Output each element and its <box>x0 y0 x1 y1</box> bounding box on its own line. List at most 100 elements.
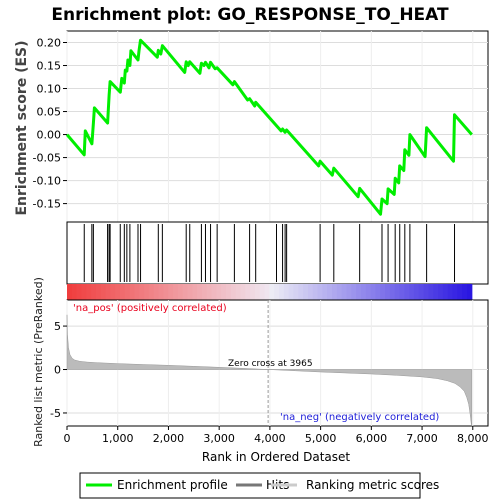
color-bar-segment <box>284 284 289 300</box>
color-bar-segment <box>337 284 342 300</box>
color-bar-segment <box>279 284 284 300</box>
color-bar-segment <box>313 284 318 300</box>
chart-title: Enrichment plot: GO_RESPONSE_TO_HEAT <box>51 5 449 25</box>
color-bar-segment <box>255 284 260 300</box>
color-bar-segment <box>106 284 111 300</box>
color-bar-segment <box>226 284 231 300</box>
color-bar-segment <box>178 284 183 300</box>
x-tick-label: 5,000 <box>305 432 337 445</box>
color-bar-segment <box>371 284 376 300</box>
color-bar-segment <box>139 284 144 300</box>
color-bar-segment <box>110 284 115 300</box>
zero-cross-label: Zero cross at 3965 <box>228 359 313 369</box>
rank-y-tick-label: 0 <box>54 364 61 377</box>
color-bar-segment <box>462 284 467 300</box>
color-bar-segment <box>414 284 419 300</box>
color-bar-segment <box>96 284 101 300</box>
es-y-tick-label: 0.00 <box>37 129 62 142</box>
x-tick-label: 8,000 <box>457 432 489 445</box>
color-bar-segment <box>91 284 96 300</box>
legend-label-enrichment: Enrichment profile <box>117 478 228 492</box>
color-bar-segment <box>81 284 86 300</box>
color-bar-segment <box>395 284 400 300</box>
pos-correlated-label: 'na_pos' (positively correlated) <box>73 303 227 314</box>
color-bar-segment <box>399 284 404 300</box>
color-bar-segment <box>332 284 337 300</box>
color-bar-segment <box>433 284 438 300</box>
color-bar-segment <box>212 284 217 300</box>
x-tick-label: 3,000 <box>203 432 235 445</box>
x-tick-label: 0 <box>64 432 71 445</box>
color-bar-segment <box>356 284 361 300</box>
color-bar-segment <box>260 284 265 300</box>
color-bar-segment <box>250 284 255 300</box>
legend-label-ranking: Ranking metric scores <box>306 478 439 492</box>
color-bar-segment <box>293 284 298 300</box>
rank-y-axis-label: Ranked list metric (PreRanked) <box>32 277 45 447</box>
color-bar-segment <box>168 284 173 300</box>
color-bar-segment <box>163 284 168 300</box>
color-bar-segment <box>236 284 241 300</box>
color-bar-segment <box>130 284 135 300</box>
color-bar-segment <box>187 284 192 300</box>
color-bar-segment <box>274 284 279 300</box>
color-bar-segment <box>120 284 125 300</box>
x-ticks: 0 1,000 2,000 3,000 4,000 5,000 6,000 7,000 8,00… <box>64 426 489 445</box>
color-bar-segment <box>346 284 351 300</box>
x-tick-label: 6,000 <box>356 432 388 445</box>
color-bar-segment <box>101 284 106 300</box>
color-bar-segment <box>404 284 409 300</box>
color-bar-segment <box>269 284 274 300</box>
rank-y-tick-label: 5 <box>54 320 61 333</box>
color-bar-segment <box>385 284 390 300</box>
color-bar-segment <box>438 284 443 300</box>
color-bar-segment <box>149 284 154 300</box>
color-bar-segment <box>134 284 139 300</box>
legend: Enrichment profile Hits Ranking metric s… <box>80 473 439 498</box>
es-y-tick-label: -0.10 <box>33 175 61 188</box>
es-y-tick-label: 0.20 <box>37 37 62 50</box>
color-bar-segment <box>202 284 207 300</box>
color-bar-segment <box>183 284 188 300</box>
color-bar-segment <box>375 284 380 300</box>
color-bar-segment <box>390 284 395 300</box>
x-tick-label: 4,000 <box>254 432 286 445</box>
color-bar-segment <box>318 284 323 300</box>
color-bar-segment <box>197 284 202 300</box>
color-bar-segment <box>67 284 72 300</box>
x-tick-label: 2,000 <box>153 432 185 445</box>
color-bar-segment <box>207 284 212 300</box>
color-bar-segment <box>380 284 385 300</box>
color-bar-segment <box>342 284 347 300</box>
rank-y-tick-label: -5 <box>50 407 61 420</box>
color-bar-segment <box>86 284 91 300</box>
es-y-tick-label: -0.15 <box>33 198 61 211</box>
es-y-tick-label: 0.15 <box>37 60 62 73</box>
color-bar-segment <box>457 284 462 300</box>
color-bar-segment <box>351 284 356 300</box>
color-bar-segment <box>409 284 414 300</box>
color-bar-segment <box>125 284 130 300</box>
es-y-axis-label: Enrichment score (ES) <box>14 40 30 215</box>
color-bar-segment <box>424 284 429 300</box>
es-y-tick-label: 0.05 <box>37 106 62 119</box>
color-bar-segment <box>265 284 270 300</box>
color-bar-segment <box>361 284 366 300</box>
color-bar-segment <box>366 284 371 300</box>
color-bar-segment <box>154 284 159 300</box>
color-bar-segment <box>159 284 164 300</box>
color-bar-segment <box>231 284 236 300</box>
x-tick-label: 1,000 <box>102 432 134 445</box>
rank-color-bar <box>67 284 472 300</box>
color-bar-segment <box>327 284 332 300</box>
color-bar-segment <box>303 284 308 300</box>
color-bar-segment <box>428 284 433 300</box>
rank-y-ticks: -5 0 5 <box>50 320 67 420</box>
color-bar-segment <box>72 284 77 300</box>
color-bar-segment <box>322 284 327 300</box>
x-axis-label: Rank in Ordered Dataset <box>202 450 350 464</box>
color-bar-segment <box>289 284 294 300</box>
color-bar-segment <box>467 284 472 300</box>
es-y-tick-label: 0.10 <box>37 83 62 96</box>
